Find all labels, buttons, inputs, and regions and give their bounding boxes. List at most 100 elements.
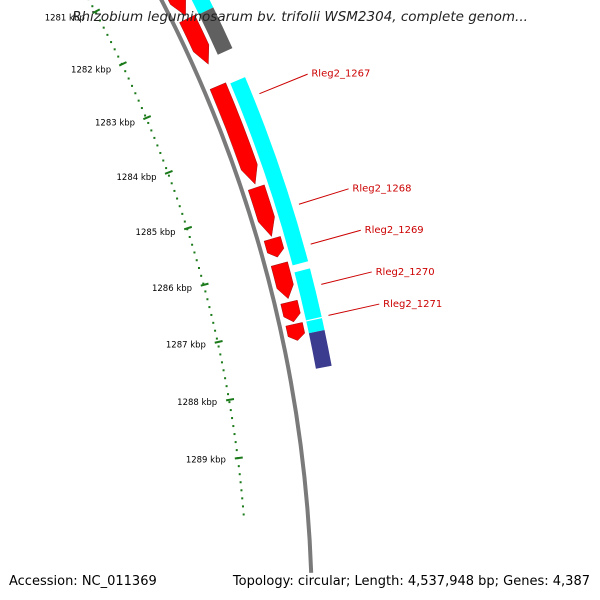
ruler-dot	[242, 513, 245, 516]
ruler-dot	[170, 182, 173, 185]
ruler-dot	[117, 55, 120, 58]
ruler-tick	[234, 456, 243, 460]
cog-segment	[306, 318, 325, 334]
ruler-dot	[150, 129, 153, 132]
ruler-dot	[159, 151, 162, 154]
cds-arrow	[263, 236, 285, 258]
ruler-dot	[240, 489, 243, 492]
ruler-dot	[110, 41, 113, 44]
ruler-dot	[215, 337, 218, 340]
ruler-dot	[98, 19, 101, 22]
ruler-tick	[164, 170, 173, 175]
ruler-dot	[178, 205, 181, 208]
cog-segment	[191, 0, 214, 15]
ruler-dot	[231, 417, 234, 420]
ruler-dot	[176, 197, 179, 200]
ruler-dot	[188, 235, 191, 238]
gene-label-layer: Rleg2_1263Rleg2_1264Rleg2_1265Rleg2_1266…	[259, 69, 442, 316]
ruler-dot	[222, 369, 225, 372]
ruler-dot	[140, 107, 143, 110]
cog-track	[191, 0, 332, 369]
cog-segment	[308, 329, 332, 369]
ruler-dot	[191, 243, 194, 246]
ruler-dot	[241, 497, 244, 500]
cds-arrow	[179, 14, 210, 65]
ruler-dot	[214, 329, 217, 332]
ruler-dot	[212, 321, 215, 324]
ruler-tick	[92, 8, 101, 15]
ruler-dot	[239, 481, 242, 484]
ruler-dot	[210, 313, 213, 316]
ruler-dot	[134, 92, 137, 95]
ruler-dot	[204, 290, 207, 293]
cds-arrow	[280, 299, 301, 323]
gene-leader-line	[328, 303, 380, 316]
ruler-dot	[225, 385, 228, 388]
cog-segment	[198, 7, 233, 55]
ruler-dot	[165, 167, 168, 170]
ruler-tick-label: 1289 kbp	[186, 456, 226, 466]
ruler-dot	[106, 33, 109, 36]
ruler-tick-label: 1286 kbp	[152, 284, 192, 294]
ruler-dot	[183, 220, 186, 223]
ruler-dot	[229, 409, 232, 412]
cds-arrow	[167, 0, 186, 17]
ruler-dot	[238, 473, 241, 476]
map-title: Rhizobium leguminosarum bv. trifolii WSM…	[72, 9, 528, 25]
cog-segment	[294, 268, 322, 321]
ruler-dot	[173, 189, 176, 192]
ruler-dot	[235, 449, 238, 452]
ruler-dot	[113, 48, 116, 51]
ruler-dot	[124, 70, 127, 73]
backbone-track	[159, 0, 314, 573]
topology-summary: Topology: circular; Length: 4,537,948 bp…	[232, 574, 590, 589]
ruler-dot	[147, 121, 150, 124]
ruler-dot	[102, 26, 105, 29]
ruler-dot	[217, 345, 220, 348]
ruler-tick	[214, 340, 223, 344]
ruler-dot	[202, 282, 205, 285]
ruler-dot	[167, 174, 170, 177]
gene-label: Rleg2_1271	[383, 299, 442, 310]
ruler-tick-label: 1288 kbp	[177, 398, 217, 408]
ruler-tick	[142, 115, 152, 121]
ruler-dot	[200, 274, 203, 277]
gene-leader-line	[298, 188, 349, 205]
gene-label: Rleg2_1270	[376, 267, 435, 278]
ruler-tick	[200, 282, 209, 287]
ruler-dot	[206, 298, 209, 301]
cds-track	[167, 0, 305, 341]
ruler-dot	[127, 77, 130, 80]
cds-arrow	[285, 322, 305, 341]
ruler-tick-label: 1283 kbp	[95, 119, 135, 129]
ruler-tick-label: 1287 kbp	[166, 341, 206, 351]
accession-text: Accession: NC_011369	[9, 574, 157, 589]
ruler-dot	[227, 393, 230, 396]
ruler-dot	[91, 5, 94, 8]
ruler-tick	[183, 225, 193, 231]
ruler-tick-label: 1284 kbp	[117, 173, 157, 183]
gene-label: Rleg2_1267	[311, 69, 370, 80]
ruler-dot	[197, 267, 200, 270]
cds-arrow	[270, 261, 294, 300]
ruler-dot	[208, 306, 211, 309]
ruler-dot	[153, 136, 156, 139]
ruler-dot	[228, 401, 231, 404]
ruler-dot	[241, 505, 244, 508]
ruler-dot	[137, 99, 140, 102]
gene-leader-line	[259, 73, 308, 95]
ruler-tick-label: 1282 kbp	[71, 65, 111, 75]
ruler-dot	[219, 353, 222, 356]
ruler-dot	[237, 465, 240, 468]
gene-label: Rleg2_1268	[352, 184, 411, 195]
ruler-dot	[220, 361, 223, 364]
gene-label: Rleg2_1269	[365, 225, 424, 236]
ruler-tick-label: 1281 kbp	[45, 13, 85, 23]
ruler-dot	[195, 259, 198, 262]
ruler-dot	[95, 12, 98, 15]
ruler-dot	[144, 114, 147, 117]
gene-leader-line	[310, 229, 361, 245]
